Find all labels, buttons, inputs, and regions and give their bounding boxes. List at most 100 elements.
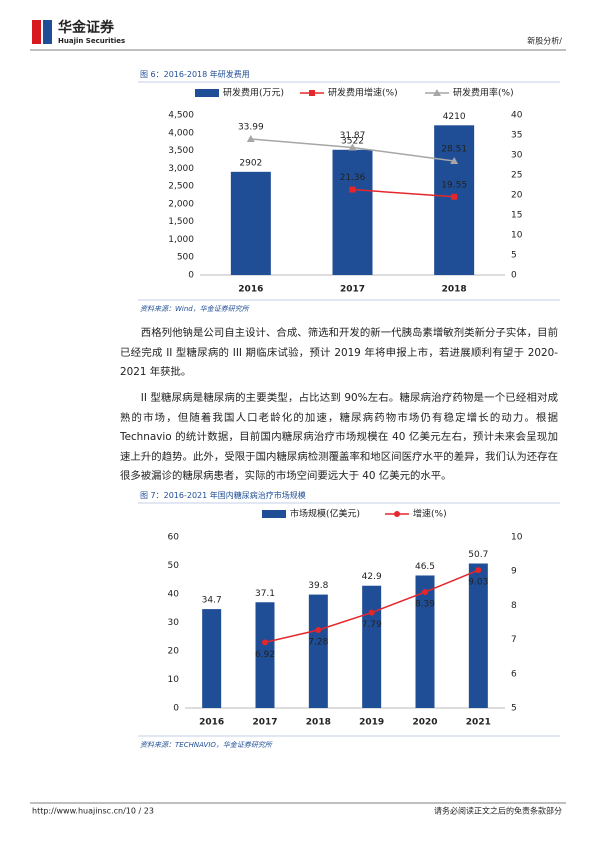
bar-label: 34.7 — [202, 596, 222, 606]
y-tick-label: 30 — [168, 618, 180, 628]
y2-tick-label: 20 — [511, 191, 523, 201]
line-marker — [309, 90, 315, 96]
logo-mark — [32, 20, 41, 44]
y2-tick-label: 6 — [511, 669, 517, 679]
x-tick-label: 2018 — [306, 718, 331, 728]
y-tick-label: 40 — [168, 590, 180, 600]
line-marker — [246, 135, 255, 143]
bar-label: 42.9 — [362, 572, 382, 582]
footer-disclaimer: 请务必阅读正文之后的免责条款部分 — [434, 806, 562, 816]
y-tick-label: 1,000 — [168, 235, 194, 245]
y-tick-label: 3,000 — [168, 164, 194, 174]
figure-source: 资料来源：TECHNAVIO，华金证券研究所 — [140, 741, 272, 749]
paragraph: 西格列他钠是公司自主设计、合成、筛选和开发的新一代胰岛素增敏剂类新分子实体，目前… — [120, 327, 558, 378]
y-tick-label: 500 — [177, 253, 194, 263]
y2-tick-label: 7 — [511, 635, 517, 645]
legend-label: 研发费用(万元) — [223, 87, 284, 99]
bar — [468, 563, 488, 708]
line-marker — [349, 186, 356, 193]
logo-mark — [43, 20, 52, 44]
bar — [362, 585, 382, 708]
line-marker — [475, 567, 482, 574]
point-label: 8.39 — [415, 600, 435, 610]
line-marker — [433, 89, 441, 96]
x-tick-label: 2017 — [252, 718, 277, 728]
y2-tick-label: 9 — [511, 567, 517, 577]
point-label: 7.79 — [362, 620, 382, 630]
x-tick-label: 2021 — [466, 718, 491, 728]
x-tick-label: 2020 — [412, 718, 437, 728]
line-marker — [348, 143, 357, 151]
y2-tick-label: 15 — [511, 211, 522, 221]
point-label: 7.28 — [308, 638, 328, 648]
line-marker — [262, 639, 268, 646]
line-series — [352, 188, 455, 198]
point-label: 33.99 — [238, 123, 264, 133]
y-tick-label: 2,000 — [168, 199, 194, 209]
y-tick-label: 10 — [168, 675, 180, 685]
legend-swatch — [262, 510, 286, 518]
footer-url: http://www.huajinsc.cn/10 / 23 — [32, 807, 154, 816]
point-label: 9.03 — [468, 578, 488, 588]
logo-en: Huajin Securities — [58, 37, 125, 45]
y-tick-label: 0 — [188, 271, 194, 281]
y2-tick-label: 40 — [511, 111, 523, 121]
y2-tick-label: 5 — [511, 251, 517, 261]
y-tick-label: 3,500 — [168, 146, 194, 156]
logo-cn: 华金证券 — [58, 19, 115, 36]
line-marker — [315, 627, 322, 634]
legend-label: 市场规模(亿美元) — [290, 508, 360, 520]
bar-label: 4210 — [443, 112, 466, 122]
legend-label: 研发费用增速(%) — [328, 87, 398, 99]
figure-caption: 图 6：2016-2018 年研发费用 — [140, 70, 250, 79]
point-label: 31.87 — [340, 131, 366, 141]
y2-tick-label: 5 — [511, 704, 517, 714]
y2-tick-label: 25 — [511, 171, 522, 181]
y-tick-label: 20 — [168, 647, 180, 657]
bar-label: 50.7 — [468, 550, 488, 560]
y-tick-label: 50 — [168, 561, 180, 571]
bar — [230, 171, 271, 275]
y2-tick-label: 0 — [511, 271, 517, 281]
line-marker — [394, 511, 400, 517]
section-label: 新股分析/ — [527, 36, 562, 46]
line-marker — [450, 156, 459, 164]
point-label: 6.92 — [255, 650, 275, 660]
y-tick-label: 1,500 — [168, 217, 194, 227]
bar — [202, 609, 222, 708]
y-tick-label: 60 — [168, 533, 180, 543]
y2-tick-label: 10 — [511, 533, 523, 543]
x-tick-label: 2016 — [199, 718, 224, 728]
bar-label: 37.1 — [255, 589, 275, 599]
bar-label: 3522 — [341, 136, 364, 146]
bar — [332, 149, 373, 275]
x-tick-label: 2018 — [442, 285, 467, 295]
x-tick-label: 2016 — [238, 285, 263, 295]
line-marker — [451, 193, 458, 200]
bar — [255, 602, 275, 708]
line-marker — [422, 589, 428, 596]
bar — [415, 575, 435, 708]
line-marker — [368, 609, 375, 616]
y-tick-label: 4,000 — [168, 128, 194, 138]
bar — [308, 594, 328, 708]
bar-label: 39.8 — [308, 581, 328, 591]
y-tick-label: 4,500 — [168, 111, 194, 121]
bar-label: 46.5 — [415, 562, 435, 572]
legend-swatch — [195, 89, 219, 97]
y-tick-label: 0 — [173, 704, 179, 714]
y2-tick-label: 35 — [511, 131, 522, 141]
paragraph: II 型糖尿病是糖尿病的主要类型，占比达到 90%左右。糖尿病治疗药物是一个已经… — [120, 392, 558, 482]
point-label: 21.36 — [340, 173, 366, 183]
y-tick-label: 2,500 — [168, 182, 194, 192]
figure-caption: 图 7：2016-2021 年国内糖尿病治疗市场规模 — [140, 491, 306, 500]
bar — [434, 125, 475, 275]
legend-label: 研发费用率(%) — [453, 87, 514, 99]
point-label: 19.55 — [441, 180, 467, 190]
figure-source: 资料来源：Wind，华金证券研究所 — [140, 305, 249, 313]
bar-label: 2902 — [239, 158, 262, 168]
x-tick-label: 2017 — [340, 285, 365, 295]
point-label: 28.51 — [441, 144, 467, 154]
